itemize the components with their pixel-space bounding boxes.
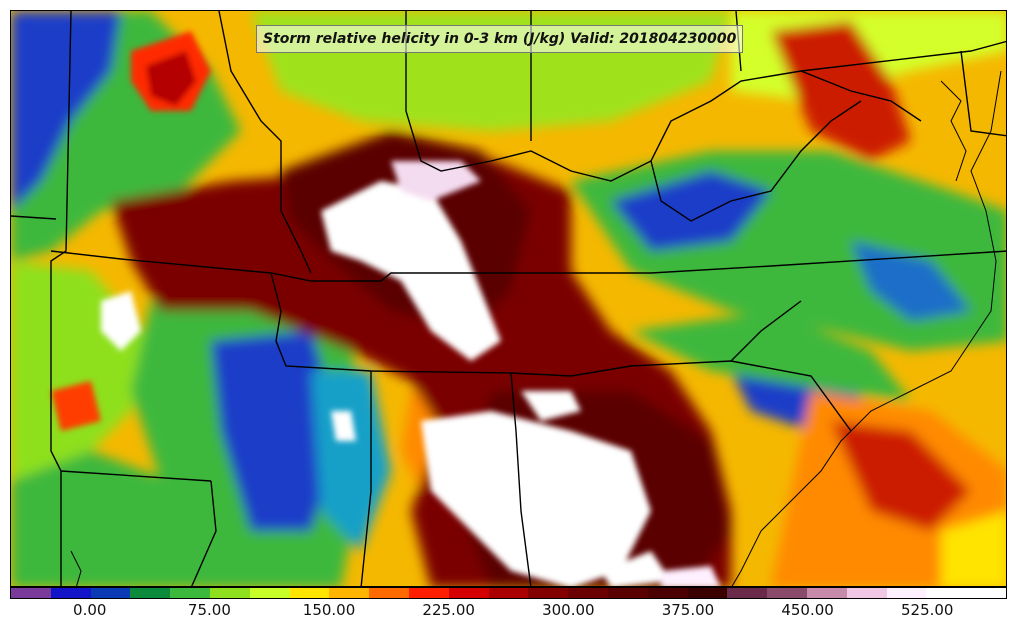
colorbar-segment: [249, 588, 290, 598]
colorbar-tick-label: 375.00: [661, 601, 715, 619]
colorbar: [10, 587, 1007, 599]
colorbar-segment: [966, 588, 1006, 598]
colorbar-segment: [568, 588, 608, 598]
colorbar-segment: [209, 588, 250, 598]
colorbar-segment: [727, 588, 768, 598]
colorbar-segment: [170, 588, 210, 598]
helicity-map: Storm relative helicity in 0-3 km (J/kg)…: [10, 10, 1007, 587]
colorbar-tick-label: 525.00: [900, 601, 954, 619]
colorbar-ticks: 0.00 75.00 150.00 225.00 300.00 375.00 450.00 5…: [10, 601, 1007, 625]
colorbar-segment: [528, 588, 569, 598]
colorbar-segment: [886, 588, 927, 598]
coastline: [70, 70, 1002, 586]
colorbar-segment: [329, 588, 370, 598]
colorbar-segment: [289, 588, 330, 598]
colorbar-tick-label: 300.00: [542, 601, 595, 619]
colorbar-segment: [926, 588, 967, 598]
colorbar-segment: [448, 588, 489, 598]
colorbar-tick-label: 75.00: [187, 601, 231, 619]
colorbar-segment: [647, 588, 688, 598]
colorbar-segment: [767, 588, 807, 598]
state-boundaries: [11, 11, 1006, 586]
colorbar-segment: [806, 588, 847, 598]
colorbar-tick-label: 0.00: [73, 601, 107, 619]
colorbar-segment: [488, 588, 529, 598]
map-title: Storm relative helicity in 0-3 km (J/kg)…: [256, 25, 744, 53]
colorbar-segment: [11, 588, 51, 598]
colorbar-segment: [846, 588, 887, 598]
colorbar-tick-label: 450.00: [781, 601, 834, 619]
colorbar-tick-label: 150.00: [302, 601, 356, 619]
colorbar-segment: [130, 588, 171, 598]
colorbar-segment: [607, 588, 648, 598]
colorbar-segment: [687, 588, 728, 598]
colorbar-segment: [90, 588, 131, 598]
helicity-field: [11, 11, 1006, 586]
colorbar-segment: [408, 588, 449, 598]
colorbar-segment: [369, 588, 409, 598]
colorbar-tick-label: 225.00: [422, 601, 475, 619]
colorbar-segment: [50, 588, 91, 598]
